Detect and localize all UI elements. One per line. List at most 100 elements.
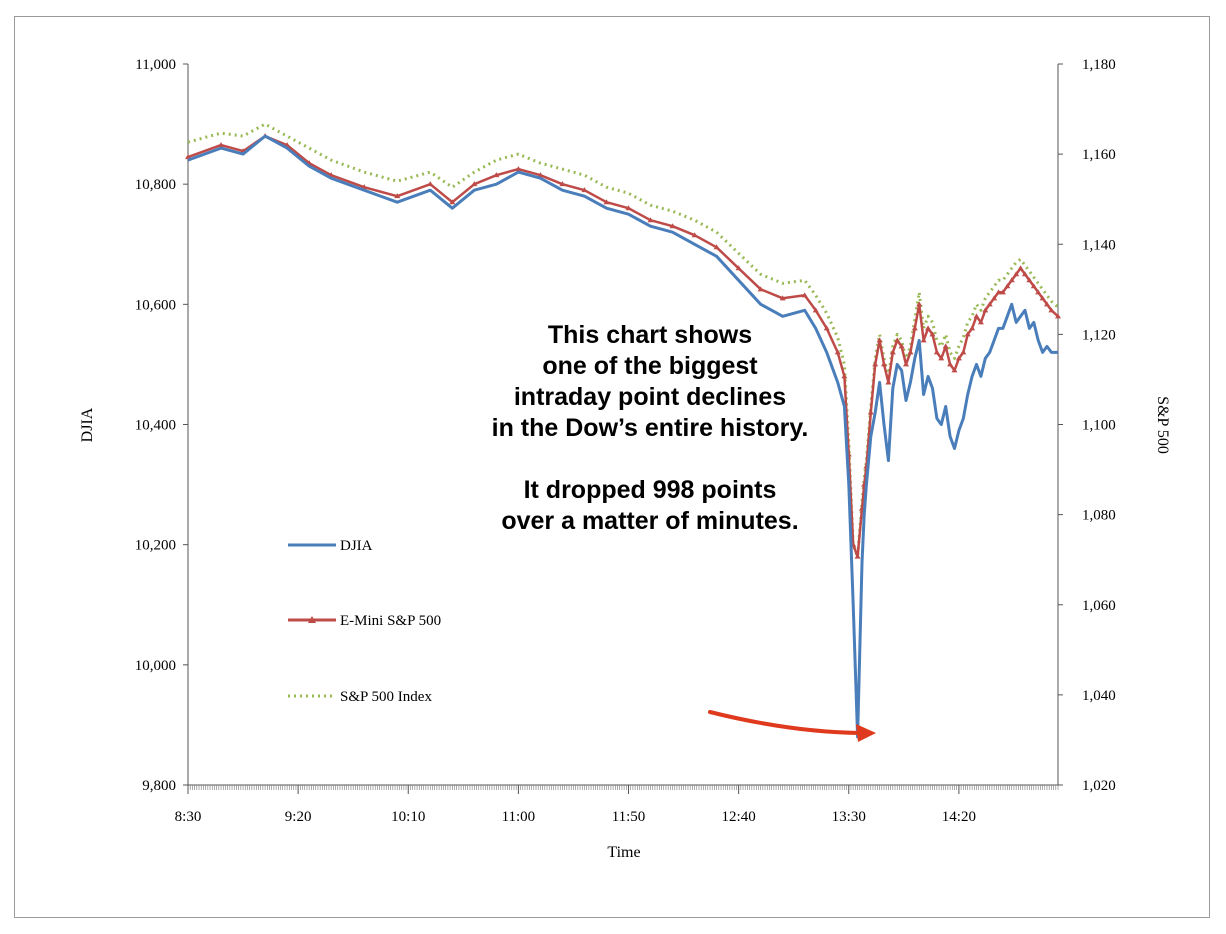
x-tick-label: 12:40 (722, 809, 756, 825)
emini-point (960, 349, 967, 355)
emini-point (969, 325, 976, 331)
emini-point (876, 337, 883, 343)
emini-point (757, 286, 764, 292)
emini-point (955, 355, 962, 361)
emini-point (973, 313, 980, 319)
emini-point (449, 199, 456, 205)
emini-point (493, 172, 500, 178)
red-arrow-icon (708, 710, 862, 735)
emini-point (951, 367, 958, 373)
legend: DJIA E-Mini S&P 500 S&P 500 Index (288, 538, 441, 705)
emini-point (925, 325, 932, 331)
emini-point (894, 337, 901, 343)
y-tick-label-left: 10,200 (135, 538, 176, 554)
emini-point (735, 265, 742, 271)
emini-point (867, 409, 874, 415)
annotation-line (430, 444, 870, 475)
chart-frame (14, 16, 1210, 918)
annotation-line: This chart shows (547, 321, 753, 349)
emini-point (1017, 265, 1024, 271)
legend-label-emini: E-Mini S&P 500 (340, 613, 441, 629)
legend-label-djia: DJIA (340, 538, 373, 554)
legend-label-sp500: S&P 500 Index (340, 689, 432, 705)
emini-point (1008, 277, 1015, 283)
series-layer (185, 122, 1061, 739)
emini-point (898, 343, 905, 349)
y-tick-label-right: 1,100 (1082, 418, 1116, 434)
emini-point (1035, 289, 1042, 295)
emini-point (394, 193, 401, 199)
y-tick-label-left: 9,800 (142, 778, 176, 794)
emini-point (1043, 301, 1050, 307)
emini-point (916, 301, 923, 307)
emini-point (361, 184, 368, 190)
y-tick-label-right: 1,140 (1082, 237, 1116, 253)
y-tick-label-right: 1,180 (1082, 57, 1116, 73)
emini-point (647, 217, 654, 223)
annotation-line: intraday point declines (513, 383, 787, 411)
x-tick-label: 11:50 (612, 809, 646, 825)
emini-markers (185, 133, 1061, 559)
legend-marker-emini (308, 616, 316, 623)
series-line-djia (187, 134, 1058, 739)
annotation-line: one of the biggest (542, 352, 758, 380)
emini-point (977, 319, 984, 325)
y-tick-label-right: 1,040 (1082, 688, 1116, 704)
emini-point (691, 232, 698, 238)
emini-point (537, 172, 544, 178)
x-tick-label: 10:10 (391, 809, 425, 825)
x-tick-label: 14:20 (942, 809, 976, 825)
emini-point (995, 289, 1002, 295)
emini-point (669, 223, 676, 229)
annotation-line: in the Dow’s entire history. (491, 414, 809, 442)
emini-point (872, 361, 879, 367)
emini-point (713, 244, 720, 250)
x-tick-label: 13:30 (832, 809, 866, 825)
emini-point (885, 379, 892, 385)
annotation-text: This chart shows one of the biggest intr… (430, 320, 870, 537)
axes: 11,000 10,800 10,600 10,400 10,200 10,000 9,80… (135, 57, 1116, 825)
emini-point (881, 361, 887, 367)
emini-point (907, 349, 914, 355)
emini-point (854, 553, 861, 559)
emini-point (999, 289, 1006, 295)
emini-point (1013, 271, 1020, 277)
y-tick-label-right: 1,160 (1082, 147, 1116, 163)
y-axis-title-right: S&P 500 (1154, 396, 1171, 454)
y-tick-label-right: 1,120 (1082, 327, 1116, 343)
annotation-line: over a matter of minutes. (501, 507, 799, 535)
y-tick-label-left: 11,000 (135, 57, 176, 73)
emini-point (471, 181, 478, 187)
emini-point (982, 307, 989, 313)
emini-point (603, 199, 610, 205)
y-tick-label-right: 1,080 (1082, 508, 1116, 524)
y-tick-label-right: 1,060 (1082, 598, 1116, 614)
emini-point (812, 307, 819, 313)
emini-point (1048, 307, 1055, 313)
emini-point (986, 301, 993, 307)
emini-point (779, 295, 786, 301)
emini-point (1030, 283, 1037, 289)
emini-point (991, 295, 998, 301)
y-tick-label-right: 1,020 (1082, 778, 1116, 794)
emini-point (903, 361, 910, 367)
emini-point (964, 331, 971, 337)
emini-point (933, 349, 940, 355)
x-tick-label: 9:20 (285, 809, 312, 825)
emini-point (1021, 271, 1028, 277)
y-tick-label-left: 10,400 (135, 418, 176, 434)
x-tick-label: 8:30 (175, 809, 202, 825)
emini-point (559, 181, 566, 187)
emini-point (625, 205, 632, 211)
y-tick-label-left: 10,000 (135, 658, 176, 674)
emini-point (889, 349, 896, 355)
emini-point (942, 343, 949, 349)
emini-point (185, 154, 191, 160)
emini-point (1004, 283, 1011, 289)
emini-point (938, 355, 945, 361)
emini-point (515, 166, 522, 172)
x-axis-minor-ticks (187, 785, 1059, 790)
emini-point (427, 181, 434, 187)
emini-point (218, 142, 225, 148)
